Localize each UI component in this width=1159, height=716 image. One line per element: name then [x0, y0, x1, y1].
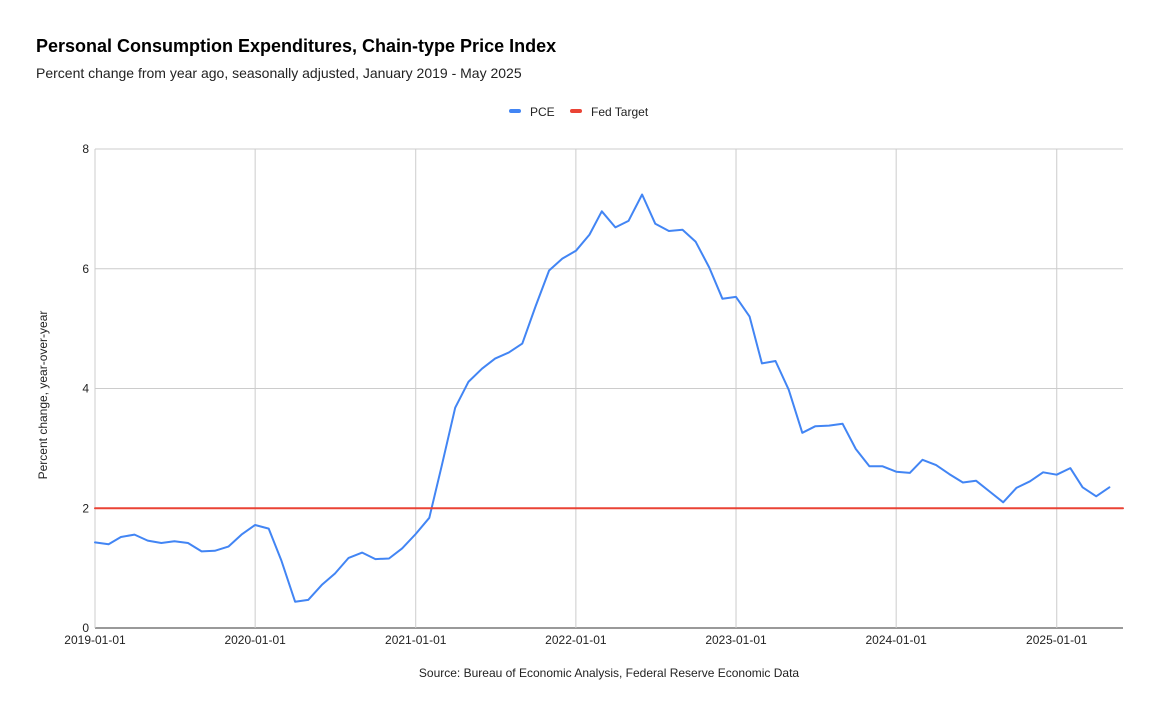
x-tick-label: 2019-01-01: [64, 633, 126, 647]
x-axis-ticks: 2019-01-01 2020-01-01 2021-01-01 2022-01-01…: [64, 633, 1087, 647]
y-tick-label: 0: [82, 621, 89, 635]
x-tick-label: 2020-01-01: [224, 633, 286, 647]
series-group: [94, 193, 1124, 603]
y-tick-label: 2: [82, 501, 89, 515]
legend-swatch-pce: [509, 109, 521, 113]
legend-label-pce: PCE: [530, 105, 555, 119]
source-note: Source: Bureau of Economic Analysis, Fed…: [419, 666, 800, 680]
x-tick-label: 2022-01-01: [545, 633, 607, 647]
legend-swatch-fed-target: [570, 109, 582, 113]
legend-label-fed-target: Fed Target: [591, 105, 649, 119]
legend: PCE Fed Target: [509, 105, 649, 119]
y-axis-ticks: 0 2 4 6 8: [82, 142, 89, 635]
x-tick-label: 2023-01-01: [705, 633, 767, 647]
y-tick-label: 4: [82, 382, 89, 396]
x-tick-label: 2025-01-01: [1026, 633, 1088, 647]
y-axis-title: Percent change, year-over-year: [36, 311, 50, 480]
x-tick-label: 2024-01-01: [865, 633, 927, 647]
y-tick-label: 8: [82, 142, 89, 156]
x-tick-label: 2021-01-01: [385, 633, 447, 647]
chart-subtitle: Percent change from year ago, seasonally…: [36, 65, 522, 81]
y-tick-label: 6: [82, 262, 89, 276]
chart-title: Personal Consumption Expenditures, Chain…: [36, 36, 557, 56]
series-line-pce: [94, 193, 1111, 603]
